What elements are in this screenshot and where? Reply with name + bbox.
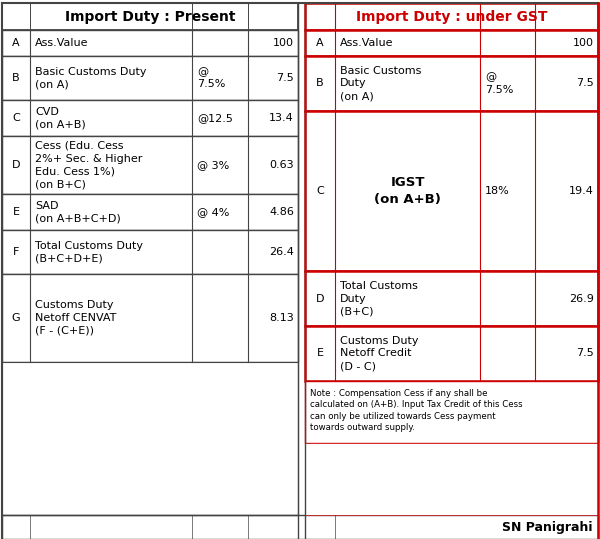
Bar bbox=[2, 3, 298, 30]
Text: 100: 100 bbox=[273, 38, 294, 48]
Text: 7.5: 7.5 bbox=[576, 349, 594, 358]
Text: Cess (Edu. Cess
2%+ Sec. & Higher
Edu. Cess 1%)
(on B+C): Cess (Edu. Cess 2%+ Sec. & Higher Edu. C… bbox=[35, 141, 142, 189]
Text: 0.63: 0.63 bbox=[269, 160, 294, 170]
Text: 13.4: 13.4 bbox=[269, 113, 294, 123]
Text: Ass.Value: Ass.Value bbox=[340, 38, 394, 48]
Text: A: A bbox=[316, 38, 324, 48]
Text: 7.5: 7.5 bbox=[276, 73, 294, 83]
Text: E: E bbox=[317, 349, 323, 358]
Bar bbox=[2, 362, 298, 515]
Text: @ 4%: @ 4% bbox=[197, 207, 229, 217]
Text: @12.5: @12.5 bbox=[197, 113, 233, 123]
Bar bbox=[305, 443, 598, 515]
Text: Total Customs
Duty
(B+C): Total Customs Duty (B+C) bbox=[340, 281, 418, 316]
Text: Customs Duty
Netoff CENVAT
(F - (C+E)): Customs Duty Netoff CENVAT (F - (C+E)) bbox=[35, 300, 116, 336]
Bar bbox=[2, 274, 298, 362]
Text: 26.9: 26.9 bbox=[569, 294, 594, 303]
Text: CVD
(on A+B): CVD (on A+B) bbox=[35, 107, 86, 129]
Text: 100: 100 bbox=[573, 38, 594, 48]
Text: B: B bbox=[316, 79, 324, 88]
Text: B: B bbox=[12, 73, 20, 83]
Text: 26.4: 26.4 bbox=[269, 247, 294, 257]
Text: A: A bbox=[12, 38, 20, 48]
Bar bbox=[305, 111, 598, 271]
Text: Ass.Value: Ass.Value bbox=[35, 38, 89, 48]
Bar bbox=[305, 3, 598, 30]
Bar bbox=[2, 30, 298, 56]
Text: @ 3%: @ 3% bbox=[197, 160, 229, 170]
Text: @
7.5%: @ 7.5% bbox=[485, 72, 514, 95]
Text: F: F bbox=[13, 247, 19, 257]
Text: Import Duty : Present: Import Duty : Present bbox=[65, 10, 235, 24]
Text: C: C bbox=[316, 186, 324, 196]
Bar bbox=[305, 56, 598, 111]
Bar bbox=[305, 30, 598, 56]
Bar bbox=[2, 515, 598, 539]
Text: Basic Customs Duty
(on A): Basic Customs Duty (on A) bbox=[35, 67, 146, 89]
Text: D: D bbox=[12, 160, 20, 170]
Bar bbox=[2, 136, 298, 194]
Text: SN Panigrahi: SN Panigrahi bbox=[503, 521, 593, 534]
Text: G: G bbox=[11, 313, 20, 323]
Text: 4.86: 4.86 bbox=[269, 207, 294, 217]
Text: @
7.5%: @ 7.5% bbox=[197, 67, 226, 89]
Text: Customs Duty
Netoff Credit
(D - C): Customs Duty Netoff Credit (D - C) bbox=[340, 336, 419, 371]
Bar bbox=[305, 271, 598, 326]
Text: SAD
(on A+B+C+D): SAD (on A+B+C+D) bbox=[35, 201, 121, 223]
Bar bbox=[305, 381, 598, 443]
Text: C: C bbox=[12, 113, 20, 123]
Bar bbox=[305, 326, 598, 381]
Text: E: E bbox=[13, 207, 19, 217]
Text: Basic Customs
Duty
(on A): Basic Customs Duty (on A) bbox=[340, 66, 421, 101]
Text: 18%: 18% bbox=[485, 186, 510, 196]
Bar bbox=[2, 230, 298, 274]
Text: D: D bbox=[316, 294, 324, 303]
Text: Note : Compensation Cess if any shall be
calculated on (A+B). Input Tax Credit o: Note : Compensation Cess if any shall be… bbox=[310, 389, 523, 432]
Text: Import Duty : under GST: Import Duty : under GST bbox=[356, 10, 547, 24]
Text: 8.13: 8.13 bbox=[269, 313, 294, 323]
Text: Total Customs Duty
(B+C+D+E): Total Customs Duty (B+C+D+E) bbox=[35, 240, 143, 264]
Text: IGST
(on A+B): IGST (on A+B) bbox=[374, 176, 441, 206]
Bar bbox=[2, 100, 298, 136]
Text: 19.4: 19.4 bbox=[569, 186, 594, 196]
Bar bbox=[2, 194, 298, 230]
Bar bbox=[2, 56, 298, 100]
Text: 7.5: 7.5 bbox=[576, 79, 594, 88]
